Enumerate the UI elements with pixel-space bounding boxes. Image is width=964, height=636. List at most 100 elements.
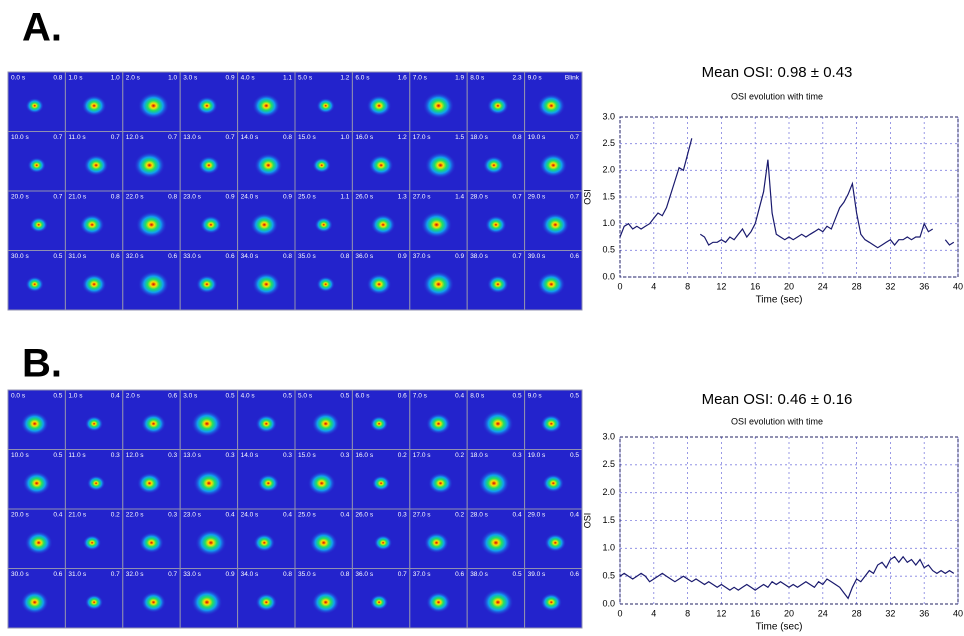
y-tick-label: 1.5 — [602, 191, 615, 201]
plot-frame — [619, 436, 959, 605]
tile-time: 24.0 s — [241, 512, 259, 519]
x-tick-label: 40 — [953, 281, 963, 291]
tile-time: 33.0 s — [183, 571, 201, 578]
tile-time: 28.0 s — [470, 512, 488, 519]
tile-spot — [85, 416, 104, 432]
tile-time: 33.0 s — [183, 253, 201, 260]
tile-value: 0.7 — [226, 134, 235, 141]
tile-time: 25.0 s — [298, 194, 316, 201]
tile-spot — [81, 95, 107, 117]
tile-spot — [24, 531, 53, 555]
tile — [179, 568, 239, 629]
tile-time: 39.0 s — [528, 571, 546, 578]
tile-time: 13.0 s — [183, 452, 201, 459]
tile-time: 7.0 s — [413, 75, 428, 82]
tile-spot — [191, 589, 223, 616]
tile-value: Blink — [565, 75, 580, 82]
tile-time: 35.0 s — [298, 253, 316, 260]
tile-spot — [370, 594, 389, 610]
tile-time: 39.0 s — [528, 253, 546, 260]
tile-spot — [138, 92, 169, 119]
tile-time: 6.0 s — [355, 393, 370, 400]
tile-spot — [366, 273, 392, 295]
tile-time: 16.0 s — [355, 452, 373, 459]
tile-time: 2.0 s — [126, 75, 141, 82]
tile-value: 0.7 — [513, 194, 522, 201]
tile-spot — [85, 594, 104, 610]
tile-value: 0.7 — [513, 253, 522, 260]
tile-spot — [83, 154, 109, 176]
tile-time: 27.0 s — [413, 194, 431, 201]
tile-spot — [81, 273, 107, 295]
tile-spot — [311, 412, 340, 436]
tile-spot — [257, 474, 279, 493]
tile-spot — [421, 211, 452, 238]
tile-spot — [487, 275, 509, 294]
tile-value: 1.5 — [455, 134, 464, 141]
tile-spot — [425, 152, 456, 179]
x-tick-label: 24 — [818, 608, 828, 618]
tile-time: 1.0 s — [68, 75, 83, 82]
tile-value: 1.0 — [168, 75, 177, 82]
tile-value: 0.5 — [340, 393, 349, 400]
tile-value: 0.3 — [513, 452, 522, 459]
tile-spot — [368, 154, 394, 176]
tile-spot — [539, 153, 568, 177]
tile-value: 0.5 — [570, 452, 579, 459]
tile-time: 9.0 s — [528, 393, 543, 400]
tile-time: 3.0 s — [183, 75, 198, 82]
tile-spot — [370, 214, 396, 236]
tile-spot — [423, 271, 454, 298]
x-tick-label: 4 — [651, 281, 656, 291]
tile-value: 1.2 — [398, 134, 407, 141]
tile-spot — [316, 98, 335, 114]
tile-spot — [25, 98, 44, 114]
tile-time: 21.0 s — [68, 512, 86, 519]
tile-value: 0.6 — [53, 571, 62, 578]
tile-value: 0.8 — [340, 571, 349, 578]
tile-spot — [311, 590, 340, 614]
tile-time: 0.0 s — [11, 393, 26, 400]
tile-spot — [134, 152, 165, 179]
tile-spot — [29, 217, 48, 233]
x-tick-label: 12 — [716, 281, 726, 291]
tile-value: 0.5 — [53, 393, 62, 400]
tile-value: 0.6 — [570, 571, 579, 578]
tile-time: 8.0 s — [470, 393, 485, 400]
tile-spot — [254, 153, 283, 177]
tile-spot — [307, 471, 336, 495]
tile-spot — [316, 276, 335, 292]
tile-value: 0.4 — [111, 393, 120, 400]
tile-value: 0.9 — [398, 253, 407, 260]
tile-value: 0.6 — [570, 253, 579, 260]
panel-label: B. — [22, 342, 62, 386]
tile-time: 12.0 s — [126, 134, 144, 141]
tile-value: 0.7 — [53, 194, 62, 201]
tile-value: 0.7 — [111, 134, 120, 141]
tile-time: 28.0 s — [470, 194, 488, 201]
chart-subtitle: OSI evolution with time — [731, 416, 823, 426]
tile-value: 0.7 — [168, 134, 177, 141]
tile-value: 0.6 — [111, 253, 120, 260]
tile-spot — [482, 410, 514, 437]
tile-time: 14.0 s — [241, 134, 259, 141]
y-tick-label: 2.0 — [602, 165, 615, 175]
tile-value: 0.3 — [398, 512, 407, 519]
tile-spot — [482, 589, 514, 616]
tile-spot — [253, 533, 275, 552]
tile-value: 0.9 — [226, 571, 235, 578]
osi-line — [619, 555, 955, 600]
x-tick-label: 28 — [852, 608, 862, 618]
tile-time: 38.0 s — [470, 253, 488, 260]
tile-value: 1.1 — [340, 194, 349, 201]
tile-value: 0.4 — [455, 393, 464, 400]
tile-time: 4.0 s — [241, 75, 256, 82]
x-tick-label: 32 — [885, 608, 895, 618]
tile-value: 1.0 — [111, 75, 120, 82]
tile-time: 3.0 s — [183, 393, 198, 400]
tile-value: 0.3 — [226, 452, 235, 459]
y-tick-label: 2.0 — [602, 487, 615, 497]
tile-value: 1.6 — [398, 75, 407, 82]
y-tick-label: 0.5 — [602, 571, 615, 581]
tile-spot — [252, 272, 281, 296]
